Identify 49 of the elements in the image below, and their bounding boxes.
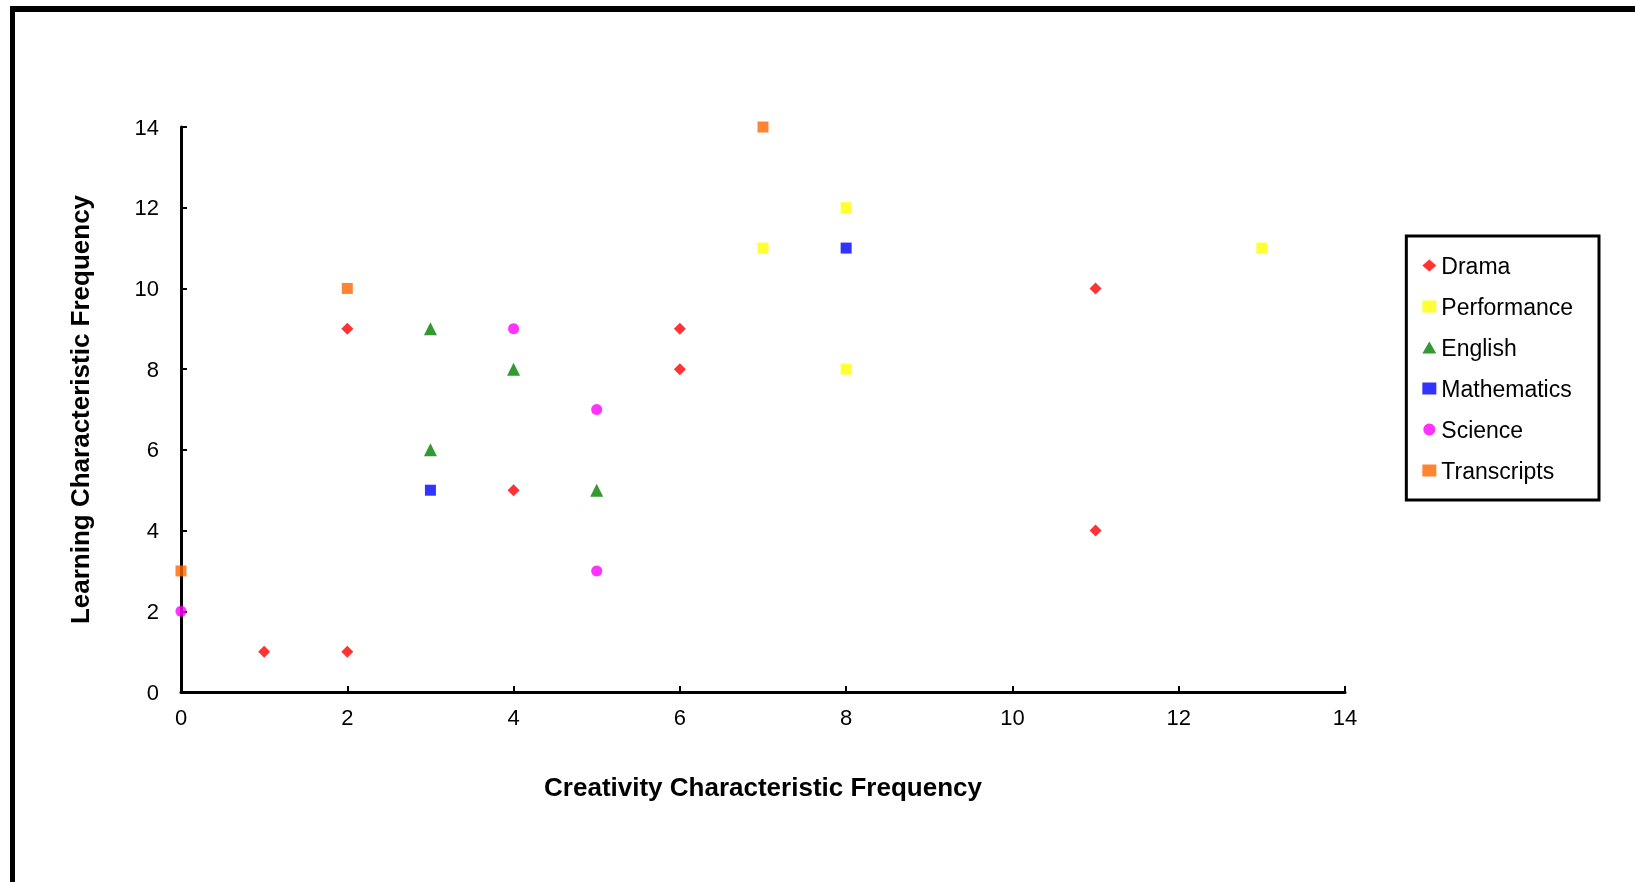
x-axis-title: Creativity Characteristic Frequency bbox=[544, 772, 983, 802]
point bbox=[840, 242, 852, 254]
point bbox=[423, 322, 437, 336]
legend-label: Mathematics bbox=[1441, 375, 1572, 402]
point bbox=[673, 363, 686, 376]
y-tick-label: 10 bbox=[134, 275, 159, 301]
point bbox=[840, 363, 852, 375]
x-tick-label: 0 bbox=[174, 704, 188, 730]
point bbox=[757, 121, 769, 133]
point bbox=[1256, 242, 1268, 254]
point bbox=[1089, 282, 1102, 295]
legend-label: Science bbox=[1441, 416, 1524, 443]
point bbox=[175, 605, 187, 617]
x-tick-label: 14 bbox=[1332, 704, 1358, 730]
x-tick-label: 4 bbox=[507, 704, 520, 730]
y-tick-label: 6 bbox=[146, 437, 159, 463]
y-tick-label: 2 bbox=[146, 598, 159, 624]
point bbox=[590, 483, 604, 497]
y-tick-label: 14 bbox=[134, 114, 159, 140]
point bbox=[591, 404, 603, 415]
legend-label: Transcripts bbox=[1441, 457, 1555, 484]
point bbox=[341, 645, 354, 658]
point bbox=[341, 322, 354, 335]
x-tick-label: 6 bbox=[673, 704, 686, 730]
point bbox=[591, 565, 603, 577]
legend-label: Performance bbox=[1441, 293, 1574, 320]
x-tick-label: 2 bbox=[341, 704, 354, 730]
point bbox=[1089, 524, 1102, 537]
point bbox=[508, 323, 520, 335]
y-tick-label: 4 bbox=[146, 518, 159, 544]
point bbox=[175, 565, 187, 577]
legend-label: Drama bbox=[1441, 252, 1511, 279]
y-tick-label: 0 bbox=[146, 679, 159, 705]
point bbox=[258, 645, 271, 658]
legend-label: English bbox=[1441, 334, 1517, 361]
point bbox=[840, 202, 852, 214]
point bbox=[423, 443, 437, 457]
y-axis-title: Learning Characteristic Frequency bbox=[65, 194, 95, 625]
point bbox=[341, 282, 353, 294]
point bbox=[507, 362, 521, 376]
y-tick-label: 8 bbox=[146, 356, 159, 382]
point bbox=[673, 322, 686, 335]
x-tick-label: 10 bbox=[1000, 704, 1025, 730]
x-tick-label: 12 bbox=[1166, 704, 1191, 730]
point bbox=[757, 242, 769, 254]
x-tick-label: 8 bbox=[840, 704, 853, 730]
y-tick-label: 12 bbox=[134, 195, 159, 221]
point bbox=[424, 484, 436, 496]
point bbox=[507, 484, 520, 497]
